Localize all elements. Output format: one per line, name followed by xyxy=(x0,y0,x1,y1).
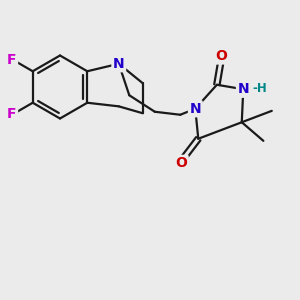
Text: F: F xyxy=(7,107,16,121)
Text: O: O xyxy=(215,49,227,63)
Text: N: N xyxy=(190,102,201,116)
Text: N: N xyxy=(113,57,124,71)
Text: -H: -H xyxy=(252,82,267,95)
Text: F: F xyxy=(7,53,16,67)
Text: N: N xyxy=(238,82,249,96)
Text: O: O xyxy=(175,156,187,170)
